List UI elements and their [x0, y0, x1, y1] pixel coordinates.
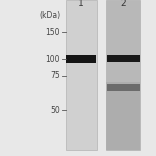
Bar	[66, 0, 97, 150]
Bar	[107, 84, 140, 91]
Text: 150: 150	[46, 28, 60, 37]
Text: 75: 75	[50, 71, 60, 80]
Bar	[66, 55, 96, 63]
Bar	[106, 0, 140, 150]
Text: (kDa): (kDa)	[39, 11, 60, 20]
Text: 2: 2	[120, 0, 126, 8]
Text: 100: 100	[46, 55, 60, 64]
Text: 50: 50	[50, 106, 60, 115]
Bar	[107, 55, 140, 62]
Text: 1: 1	[78, 0, 84, 8]
Bar	[106, 82, 140, 150]
